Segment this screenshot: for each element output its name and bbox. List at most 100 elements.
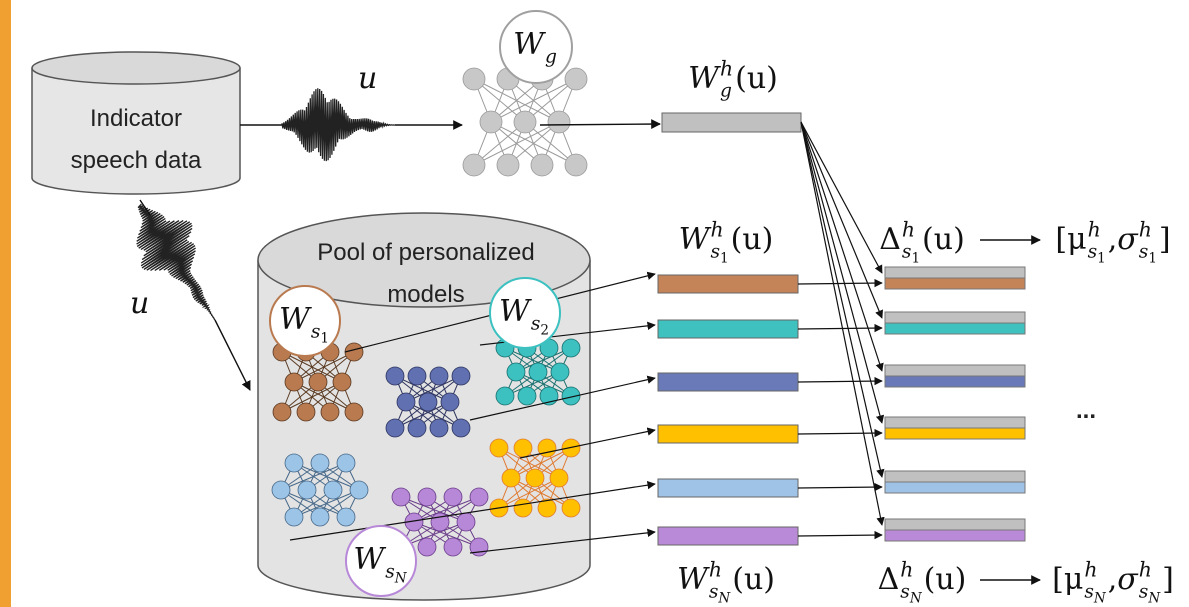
model-name-part: s [311, 321, 321, 342]
network [463, 68, 587, 176]
network-node [514, 439, 532, 457]
network-node [272, 481, 290, 499]
network-node [345, 343, 363, 361]
arrow [801, 122, 882, 318]
network-node [463, 68, 485, 90]
signal-label: u [358, 61, 377, 96]
model-name-part: W [499, 294, 532, 329]
network-node [490, 439, 508, 457]
network-node [470, 488, 488, 506]
network-node [337, 454, 355, 472]
embedding-label-part: (u) [732, 562, 775, 597]
network-node [531, 154, 553, 176]
database: Indicator speech data [32, 52, 240, 194]
network-node [529, 363, 547, 381]
network-node [457, 513, 475, 531]
pool-label: models [387, 281, 464, 308]
network-node [350, 481, 368, 499]
statistics-label-part: [ [1055, 222, 1067, 257]
network-node [496, 387, 514, 405]
difference-label-part: h [900, 557, 913, 581]
network-node [386, 419, 404, 437]
network-node [507, 363, 525, 381]
arrow [540, 124, 660, 125]
network-node [565, 68, 587, 90]
difference-label-part: s [902, 241, 912, 262]
statistics-label: [μhs1, σhs1] [1055, 217, 1170, 266]
difference-bar-personal [885, 323, 1025, 334]
embedding-label-part: (u) [731, 222, 774, 257]
difference-bar-global [885, 312, 1025, 323]
network-node [311, 454, 329, 472]
embedding-label-part: h [710, 217, 723, 241]
embedding-label-part: (u) [735, 61, 778, 96]
waveform [282, 88, 395, 161]
network-node [526, 469, 544, 487]
arrow [798, 487, 882, 488]
statistics-label-part: [ [1052, 562, 1064, 597]
difference-bar-personal [885, 482, 1025, 493]
difference-bar-personal [885, 278, 1025, 289]
network-node [285, 373, 303, 391]
embedding-label: Whg(u) [688, 56, 778, 101]
network-node [430, 367, 448, 385]
network-node [285, 508, 303, 526]
network-node [441, 393, 459, 411]
network-node [345, 403, 363, 421]
embedding-bar [662, 113, 801, 132]
network-node [408, 419, 426, 437]
network-node [444, 538, 462, 556]
embedding-bar [658, 320, 798, 338]
statistics-label-part: N [1147, 591, 1161, 607]
network-node [551, 363, 569, 381]
network-node [444, 488, 462, 506]
statistics-label-part: h [1084, 557, 1097, 581]
difference-label-part: Δ [879, 222, 901, 257]
signal-label: u [130, 286, 149, 321]
arrow [801, 122, 882, 477]
embedding-bar [658, 373, 798, 391]
network-node [463, 154, 485, 176]
embedding-bar [658, 425, 798, 443]
side-strip [0, 0, 11, 607]
model-name-part: W [279, 302, 312, 337]
network-node [562, 499, 580, 517]
difference-label-part: (u) [922, 222, 965, 257]
difference-bar-global [885, 519, 1025, 530]
network-node [333, 373, 351, 391]
statistics-label-part: s [1084, 581, 1094, 602]
model-name-part: W [513, 27, 546, 62]
embedding-label-part: N [717, 591, 731, 607]
embedding-bar [658, 479, 798, 497]
model-name-part: N [394, 571, 408, 587]
statistics-label-part: h [1139, 557, 1152, 581]
difference-label-part: 1 [911, 251, 920, 267]
embedding-bar [658, 527, 798, 545]
statistics-label-part: h [1139, 217, 1152, 241]
database-label: Indicator [90, 105, 182, 132]
statistics-label-part: μ [1064, 562, 1084, 597]
embedding-label-part: 1 [720, 251, 729, 267]
statistics-label-part: , [1108, 562, 1118, 597]
difference-bar-global [885, 267, 1025, 278]
embedding-label-part: h [709, 557, 722, 581]
network-node [418, 538, 436, 556]
embedding-label-part: W [688, 61, 721, 96]
network-node [514, 111, 536, 133]
difference-label-part: h [902, 217, 915, 241]
statistics-label-part: ] [1159, 222, 1171, 257]
difference-label-part: s [900, 581, 910, 602]
network-node [430, 419, 448, 437]
network-node [562, 339, 580, 357]
arrow [801, 122, 882, 371]
embedding-label-part: g [720, 80, 732, 101]
model-name-part: s [385, 561, 395, 582]
embedding-label-part: s [709, 581, 719, 602]
statistics-label-part: s [1088, 241, 1098, 262]
network-node [502, 469, 520, 487]
network-node [548, 111, 570, 133]
